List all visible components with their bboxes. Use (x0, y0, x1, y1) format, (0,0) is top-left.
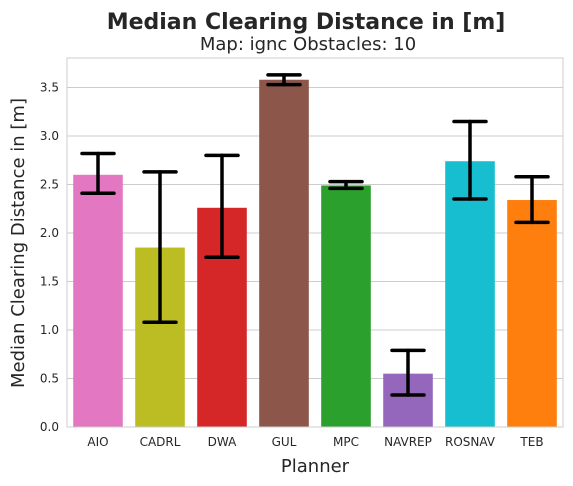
bar-gul (259, 79, 309, 428)
plot-frame (66, 57, 564, 428)
error-bars (80, 73, 550, 397)
x-tick-labels: AIO CADRL DWA GUL MPC NAVREP ROSNAV TEB (87, 435, 543, 449)
y-tick-label: 2.5 (40, 178, 59, 192)
y-tick-labels: 0.0 0.5 1.0 1.5 2.0 2.5 3.0 3.5 (40, 81, 59, 435)
error-bar-navrep (390, 348, 426, 397)
error-bar-gul (266, 73, 302, 87)
y-tick-label: 0.0 (40, 420, 59, 434)
x-tick-label: AIO (87, 435, 108, 449)
error-bar-cadrl (142, 170, 178, 324)
y-tick-label: 1.5 (40, 275, 59, 289)
y-axis-label: Median Clearing Distance in [m] (8, 98, 29, 388)
chart-subtitle: Map: ignc Obstacles: 10 (200, 34, 416, 55)
error-bar-teb (514, 174, 550, 225)
x-tick-label: CADRL (140, 435, 181, 449)
x-tick-label: MPC (333, 435, 359, 449)
x-tick-label: GUL (272, 435, 297, 449)
error-bar-rosnav (452, 119, 488, 201)
x-axis-label: Planner (281, 456, 350, 477)
x-tick-label: ROSNAV (445, 435, 496, 449)
bar-rosnav (445, 161, 495, 427)
bar-aio (73, 174, 123, 427)
y-tick-label: 3.5 (40, 81, 59, 95)
y-tick-label: 1.0 (40, 323, 59, 337)
error-bar-mpc (328, 179, 364, 191)
y-tick-label: 3.0 (40, 129, 59, 143)
bars (73, 79, 557, 428)
bar-teb (507, 200, 557, 427)
error-bar-dwa (204, 153, 240, 259)
error-bar-aio (80, 151, 116, 195)
x-tick-label: NAVREP (384, 435, 432, 449)
bar-mpc (321, 185, 371, 427)
x-tick-label: TEB (519, 435, 543, 449)
y-tick-label: 2.0 (40, 226, 59, 240)
y-tick-label: 0.5 (40, 372, 59, 386)
chart-title: Median Clearing Distance in [m] (107, 10, 506, 35)
x-tick-label: DWA (208, 435, 237, 449)
